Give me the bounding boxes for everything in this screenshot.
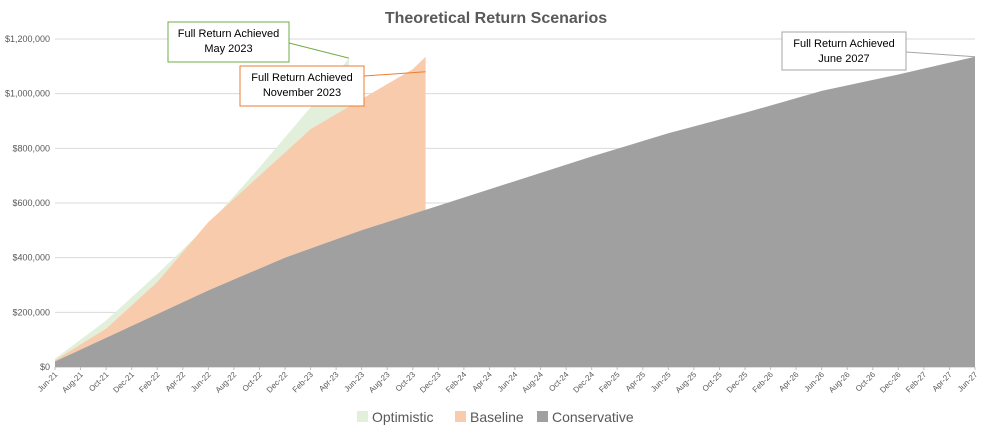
callout: Full Return Achieved November 2023 — [239, 65, 426, 107]
callout-label: Full Return Achieved — [793, 38, 895, 50]
x-tick-label: Aug-22 — [214, 370, 239, 395]
x-tick-label: Dec-25 — [725, 370, 750, 395]
x-tick-label: Dec-21 — [111, 370, 136, 395]
x-tick-label: Jun-23 — [342, 370, 366, 394]
x-tick-label: Oct-24 — [547, 370, 571, 394]
legend: Optimistic Baseline Conservative — [357, 409, 634, 425]
legend-label: Conservative — [552, 409, 634, 425]
y-axis: $0 $200,000 $400,000 $600,000 $800,000 $1,000… — [5, 34, 50, 372]
x-tick-label: Dec-22 — [265, 370, 290, 395]
x-tick-label: Jun-22 — [189, 370, 213, 394]
callout-label: May 2023 — [204, 43, 252, 55]
y-tick-label: $200,000 — [12, 307, 50, 317]
x-tick-label: Apr-22 — [164, 370, 188, 394]
x-tick-label: Dec-26 — [878, 370, 903, 395]
callout-box — [239, 65, 365, 107]
x-tick-label: Aug-24 — [520, 370, 545, 395]
x-tick-label: Aug-25 — [674, 370, 699, 395]
x-tick-label: Aug-23 — [367, 370, 392, 395]
x-tick-label: Apr-27 — [931, 370, 955, 394]
x-tick-label: Jun-24 — [496, 370, 520, 394]
legend-label: Baseline — [470, 409, 524, 425]
x-tick-label: Feb-25 — [597, 370, 622, 395]
callout-label: November 2023 — [263, 87, 341, 99]
x-tick-label: Apr-24 — [471, 370, 495, 394]
legend-item-baseline: Baseline — [455, 409, 524, 425]
x-tick-label: Apr-26 — [777, 370, 801, 394]
legend-swatch — [537, 411, 548, 422]
callout-label: Full Return Achieved — [251, 72, 353, 84]
plot-areas — [55, 56, 975, 368]
x-tick-label: Oct-23 — [394, 370, 418, 394]
legend-swatch — [455, 411, 466, 422]
x-tick-label: Apr-25 — [624, 370, 648, 394]
callout: Full Return Achieved May 2023 — [167, 21, 350, 63]
x-tick-label: Feb-26 — [751, 370, 776, 395]
x-tick-label: Jun-25 — [649, 370, 673, 394]
y-tick-label: $400,000 — [12, 253, 50, 263]
callout-label: June 2027 — [818, 53, 869, 65]
x-tick-label: Dec-23 — [418, 370, 443, 395]
x-tick-label: Oct-21 — [87, 370, 111, 394]
x-tick-label: Oct-25 — [701, 370, 725, 394]
x-tick-label: Oct-22 — [241, 370, 265, 394]
y-tick-label: $1,000,000 — [5, 89, 50, 99]
x-tick-label: Aug-21 — [60, 370, 85, 395]
callout-leader — [905, 51, 976, 58]
y-tick-label: $600,000 — [12, 198, 50, 208]
legend-swatch — [357, 411, 368, 422]
callout-box — [167, 21, 290, 63]
legend-item-optimistic: Optimistic — [357, 409, 433, 425]
callout-leader — [363, 71, 426, 77]
x-axis: Jun-21 Aug-21 Oct-21 Dec-21 Feb-22 Apr-22 Jun-… — [36, 367, 980, 395]
x-tick-label: Jun-27 — [956, 370, 980, 394]
y-tick-label: $800,000 — [12, 143, 50, 153]
x-tick-label: Feb-27 — [904, 370, 929, 395]
x-tick-label: Jun-21 — [36, 370, 60, 394]
x-tick-label: Feb-24 — [444, 370, 469, 395]
chart-title: Theoretical Return Scenarios — [385, 10, 607, 27]
x-tick-label: Aug-26 — [827, 370, 852, 395]
x-tick-label: Oct-26 — [854, 370, 878, 394]
x-tick-label: Feb-23 — [291, 370, 316, 395]
legend-label: Optimistic — [372, 409, 433, 425]
legend-item-conservative: Conservative — [537, 409, 634, 425]
callout-label: Full Return Achieved — [178, 28, 280, 40]
x-tick-label: Dec-24 — [571, 370, 596, 395]
x-tick-label: Feb-22 — [137, 370, 162, 395]
callout-leader — [288, 42, 350, 59]
y-tick-label: $1,200,000 — [5, 34, 50, 44]
area-conservative — [55, 56, 975, 368]
x-tick-label: Apr-23 — [317, 370, 341, 394]
callout: Full Return Achieved June 2027 — [781, 31, 976, 71]
callout-box — [781, 31, 907, 71]
x-tick-label: Jun-26 — [802, 370, 826, 394]
y-tick-label: $0 — [40, 362, 50, 372]
